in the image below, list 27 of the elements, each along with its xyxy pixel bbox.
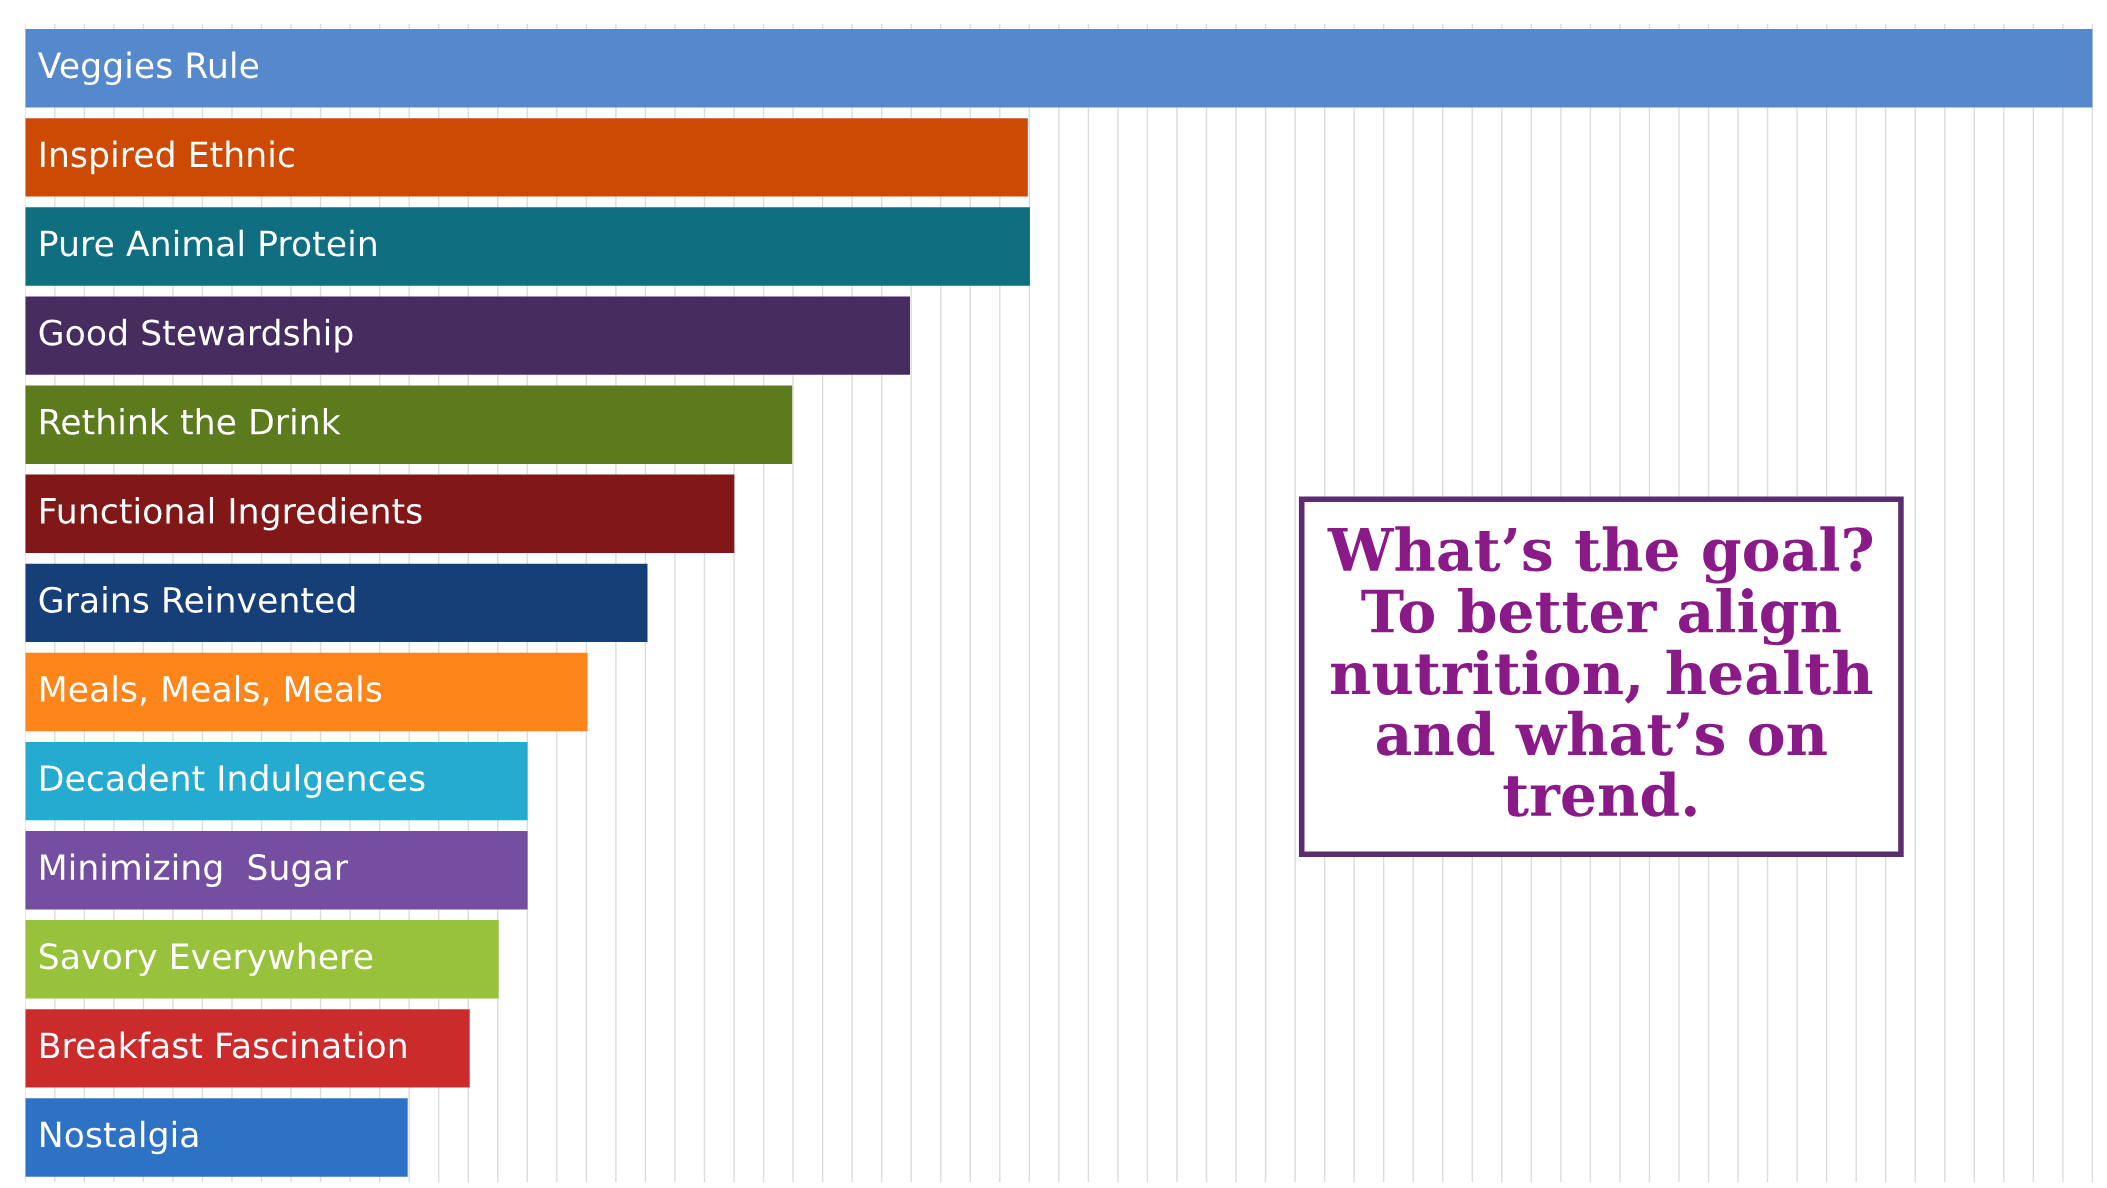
y-tick-label: Savory Everywhere: [39, 942, 373, 977]
bar: [25, 920, 499, 999]
bar: [25, 831, 528, 910]
bar: [25, 563, 648, 643]
y-tick-label: Grains Reinvented: [39, 586, 355, 613]
bar: [25, 1009, 470, 1088]
y-tick-label: Minimizing Sugar: [41, 853, 349, 888]
y-tick-label: Pure Animal Protein: [41, 229, 376, 257]
y-tick-label: Good Stewardship: [39, 318, 353, 353]
annotation: What’s the goal? To better align nutrition, health and what’s on trend.: [1327, 526, 1873, 817]
y-tick-label: Decadent Indulgences: [41, 764, 425, 798]
bar: [25, 474, 735, 554]
bar: [25, 296, 911, 375]
y-tick-label: Inspired Ethnic: [41, 140, 294, 175]
bar: [25, 652, 588, 732]
bar: [25, 385, 793, 464]
bar: [25, 207, 1030, 286]
bar: [25, 1098, 408, 1177]
y-tick-label: Breakfast Fascination: [41, 1031, 406, 1059]
bar: [25, 29, 2093, 108]
y-tick-label: Veggies Rule: [37, 51, 259, 86]
y-tick-label: Functional Ingredients: [41, 497, 422, 531]
y-tick-label: Meals, Meals, Meals: [41, 675, 382, 706]
y-tick-label: Rethink the Drink: [41, 407, 341, 435]
bar: [25, 741, 528, 821]
y-tick-label: Nostalgia: [41, 1120, 198, 1155]
bar: [25, 118, 1028, 197]
